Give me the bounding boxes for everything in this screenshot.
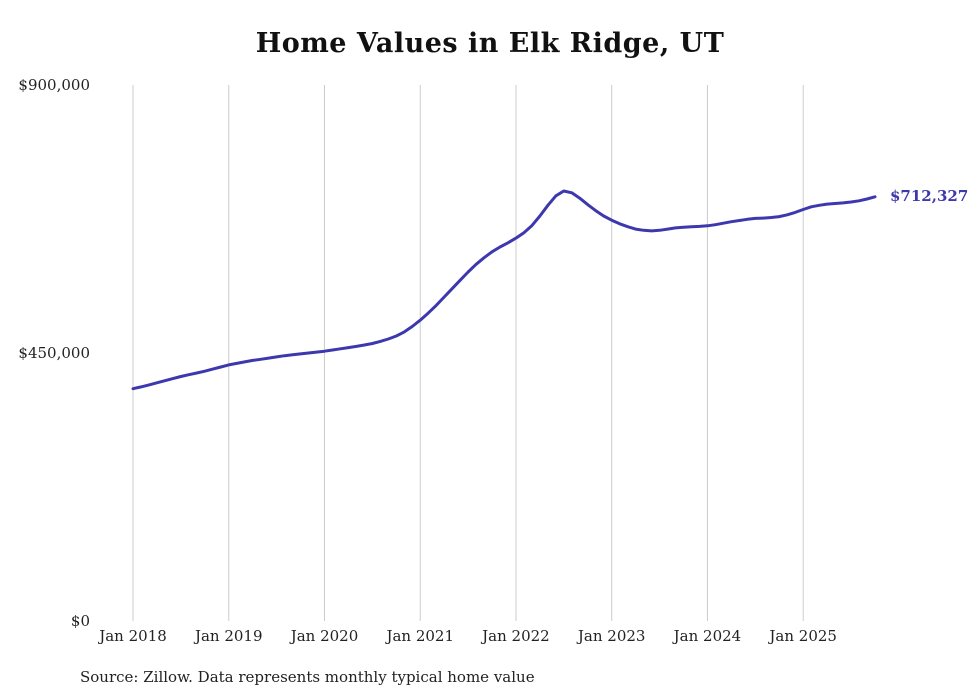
- x-axis-tick-label: Jan 2021: [384, 627, 454, 645]
- x-axis-tick-label: Jan 2020: [289, 627, 359, 645]
- x-axis-tick-label: Jan 2019: [193, 627, 263, 645]
- x-axis-tick-label: Jan 2024: [672, 627, 742, 645]
- y-axis-tick-label: $0: [71, 612, 90, 630]
- y-axis-tick-label: $450,000: [18, 344, 90, 362]
- latest-value-label: $712,327: [890, 187, 968, 205]
- x-axis-tick-label: Jan 2018: [97, 627, 167, 645]
- y-axis-tick-label: $900,000: [18, 76, 90, 94]
- home-value-series-line: [131, 189, 877, 391]
- x-axis-tick-label: Jan 2025: [767, 627, 837, 645]
- x-axis-tick-label: Jan 2022: [480, 627, 550, 645]
- chart-title: Home Values in Elk Ridge, UT: [255, 28, 725, 59]
- source-note: Source: Zillow. Data represents monthly …: [80, 668, 535, 686]
- x-axis-tick-label: Jan 2023: [576, 627, 646, 645]
